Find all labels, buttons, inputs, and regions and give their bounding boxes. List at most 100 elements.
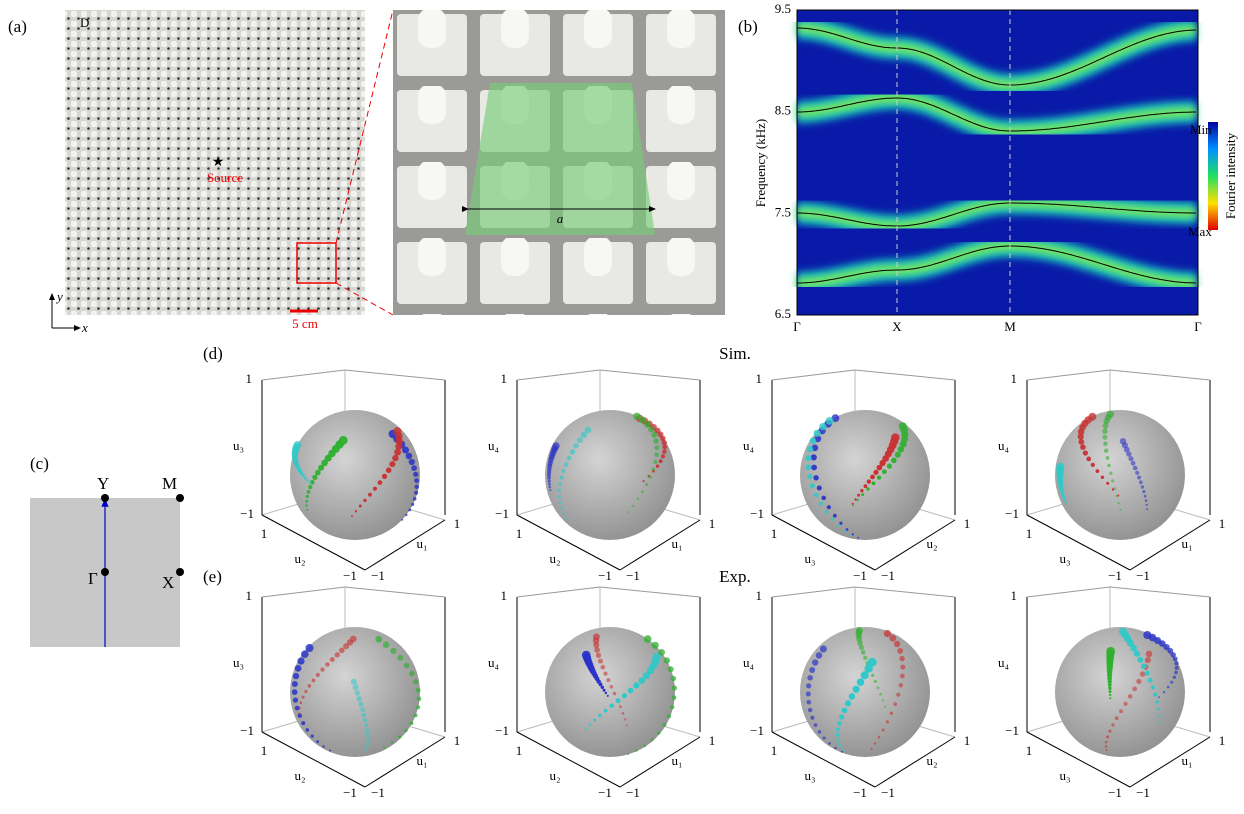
axis-label: u₃: [1059, 768, 1070, 783]
trajectory-dot: [416, 696, 422, 702]
trajectory-dot: [292, 697, 299, 703]
trajectory-dot: [635, 749, 638, 752]
tick-label: 1: [454, 733, 461, 748]
tick-label: −1: [1108, 568, 1122, 583]
trajectory-dot: [569, 449, 576, 455]
trajectory-dot: [1127, 694, 1133, 699]
trajectory-dot: [352, 684, 359, 691]
trajectory-dot: [845, 528, 849, 531]
axis-line: [1026, 514, 1131, 571]
axis-label: u₄: [488, 438, 500, 453]
trajectory-dot: [346, 639, 354, 646]
axis-line: [1129, 519, 1211, 571]
trajectory-dot: [661, 440, 667, 446]
axis-line: [261, 514, 366, 571]
axis-line: [599, 586, 701, 598]
trajectory-dot: [1107, 679, 1112, 684]
axis-line: [599, 369, 701, 381]
trajectory-dot: [365, 747, 368, 750]
trajectory-dot: [1078, 438, 1085, 445]
band-line: [797, 97, 1196, 132]
trajectory-dot: [660, 454, 666, 459]
trajectory-dot: [1133, 650, 1141, 657]
trajectory-dot: [658, 459, 663, 464]
tick-label: −1: [240, 506, 254, 521]
trajectory-dot: [573, 443, 579, 449]
trajectory-dot: [383, 746, 386, 749]
trajectory-dot: [301, 695, 305, 699]
trajectory-dot: [561, 468, 566, 474]
axis-label: u₃: [233, 655, 244, 670]
tick-label: 1: [501, 588, 508, 603]
trajectory-dot: [603, 671, 608, 676]
trajectory-dot: [1090, 462, 1095, 467]
trajectory-dot: [1146, 508, 1149, 511]
axis-line: [1109, 369, 1211, 381]
x-tick-label: Γ: [1194, 319, 1202, 334]
axis-label: u₂: [549, 768, 560, 783]
trajectory-dot: [870, 474, 875, 480]
trajectory-dot: [657, 731, 661, 735]
axis-line: [1109, 586, 1211, 598]
trajectory-dot: [299, 470, 303, 475]
axis-label: u₄: [998, 655, 1010, 670]
trajectory-dot: [1104, 745, 1108, 748]
axis-label: u₄: [998, 438, 1010, 453]
trajectory-dot: [813, 475, 819, 481]
trajectory-dot: [391, 741, 394, 744]
axis-x-label: x: [81, 320, 88, 335]
trajectory-dot: [1086, 456, 1092, 462]
trajectory-dot: [899, 673, 905, 679]
trajectory-dot: [350, 678, 357, 685]
trajectory-dot: [401, 518, 404, 521]
tick-label: −1: [626, 568, 640, 583]
trajectory-dot: [402, 446, 409, 454]
axis-line: [516, 514, 621, 571]
trajectory-dot: [408, 508, 412, 512]
trajectory-dot: [354, 690, 361, 696]
trajectory-dot: [1172, 656, 1178, 662]
trajectory-dot: [1170, 680, 1174, 684]
trajectory-dot: [356, 696, 362, 702]
tick-label: −1: [495, 506, 509, 521]
point: [101, 568, 109, 576]
sphere-plot: 1 −1 1 −1 −1 1 u₃ u₂ u₁: [233, 586, 461, 800]
axis-line: [1129, 736, 1211, 788]
trajectory-dot: [548, 482, 551, 486]
trajectory-dot: [866, 479, 872, 484]
trajectory-dot: [653, 459, 658, 465]
trajectory-dot: [1170, 652, 1176, 658]
trajectory-dot: [1143, 494, 1147, 498]
tick-label: 1: [756, 371, 763, 386]
trajectory-dot: [1144, 657, 1151, 664]
trajectory-dot: [818, 501, 823, 506]
axis-label: u₁: [671, 753, 682, 768]
colorbar-max: Max: [1188, 224, 1212, 239]
trajectory-dot: [1144, 670, 1150, 676]
trajectory-dot: [886, 463, 892, 469]
trajectory-dot: [857, 536, 860, 539]
trajectory-dot: [898, 683, 903, 688]
axis-line: [261, 369, 346, 381]
trajectory-dot: [1167, 647, 1174, 654]
panel-title: Sim.: [719, 344, 751, 363]
trajectory-dot: [825, 417, 834, 425]
trajectory-dot: [860, 650, 866, 655]
trajectory-dot: [368, 492, 372, 497]
trajectory-dot: [654, 445, 660, 451]
trajectory-dot: [292, 672, 300, 680]
trajectory-dot: [411, 502, 415, 506]
trajectory-dot: [648, 426, 655, 433]
axis-line: [261, 731, 366, 788]
axis-line: [364, 519, 446, 571]
panel-label: (d): [203, 344, 223, 363]
trajectory-dot: [806, 446, 814, 453]
trajectory-dot: [852, 504, 855, 507]
axis-line: [874, 736, 956, 788]
trajectory-dot: [566, 455, 572, 461]
trajectory-dot: [805, 455, 812, 462]
trajectory-dot: [382, 641, 390, 648]
trajectory-dot: [565, 518, 568, 520]
axis-label: u₃: [233, 438, 244, 453]
trajectory-dot: [658, 649, 665, 656]
